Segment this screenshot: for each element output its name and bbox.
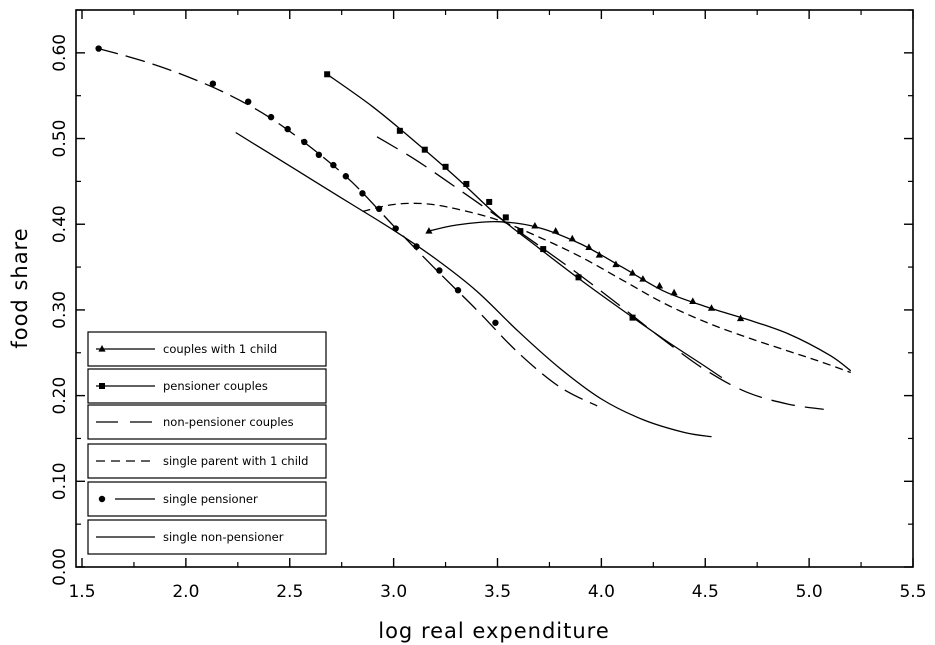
data-point bbox=[209, 80, 217, 87]
x-tick-label: 4.5 bbox=[692, 582, 719, 602]
data-point bbox=[629, 314, 636, 321]
legend-marker bbox=[98, 345, 106, 352]
data-point bbox=[436, 267, 443, 274]
y-tick-label: 0.50 bbox=[50, 120, 70, 158]
data-point bbox=[454, 287, 462, 294]
data-point bbox=[301, 138, 308, 146]
data-point bbox=[375, 205, 383, 213]
series-2 bbox=[376, 136, 824, 410]
data-point bbox=[585, 243, 593, 250]
series-line bbox=[98, 47, 598, 407]
data-point bbox=[531, 221, 539, 229]
data-point bbox=[284, 125, 291, 133]
legend-entry-1: pensioner couples bbox=[87, 368, 327, 404]
legend-entry-0: couples with 1 child bbox=[87, 331, 327, 367]
data-point bbox=[342, 173, 350, 180]
x-tick-label: 5.5 bbox=[899, 582, 926, 602]
x-tick-label: 3.5 bbox=[484, 582, 511, 602]
data-point bbox=[689, 297, 697, 304]
series-line bbox=[376, 136, 824, 410]
data-point bbox=[359, 190, 366, 197]
data-point bbox=[628, 269, 637, 276]
data-point bbox=[267, 113, 275, 121]
data-point bbox=[502, 214, 509, 221]
x-tick-label: 4.0 bbox=[588, 582, 615, 602]
legend-label: non-pensioner couples bbox=[163, 415, 294, 429]
data-point bbox=[707, 304, 716, 311]
x-tick-label: 2.0 bbox=[172, 582, 199, 602]
y-tick-label: 0.30 bbox=[50, 291, 70, 329]
x-tick-label: 3.0 bbox=[380, 582, 407, 602]
axis-ticks: 1.5 2.0 2.5 3.0 3.5 4.0 4.5 5.0 5.5 0.00 0.10 0.20 0… bbox=[50, 9, 927, 602]
y-axis-label: food share bbox=[8, 227, 32, 348]
legend-entry-5: single non-pensioner bbox=[87, 519, 327, 555]
y-tick-label: 0.60 bbox=[50, 34, 70, 72]
legend: couples with 1 child pensioner couples non… bbox=[87, 331, 327, 555]
data-point bbox=[486, 198, 493, 205]
series-layer bbox=[95, 45, 852, 438]
data-point bbox=[568, 234, 576, 242]
data-point bbox=[736, 314, 745, 322]
data-point bbox=[595, 251, 603, 258]
data-point bbox=[245, 98, 252, 105]
data-point bbox=[552, 227, 560, 234]
data-point bbox=[315, 151, 323, 159]
data-point bbox=[324, 71, 331, 78]
plot-frame bbox=[75, 9, 914, 568]
legend-label: couples with 1 child bbox=[163, 342, 277, 356]
data-point bbox=[575, 274, 582, 281]
data-point bbox=[421, 146, 428, 153]
series-line bbox=[362, 202, 851, 374]
x-axis-label: log real expenditure bbox=[378, 619, 610, 643]
data-point bbox=[442, 163, 449, 170]
data-point bbox=[639, 275, 647, 282]
series-line bbox=[235, 131, 712, 438]
x-tick-label: 2.5 bbox=[276, 582, 303, 602]
data-point bbox=[330, 161, 337, 169]
legend-label: single non-pensioner bbox=[163, 530, 284, 544]
data-point bbox=[95, 45, 102, 52]
x-tick-label: 1.5 bbox=[68, 582, 95, 602]
y-tick-label: 0.10 bbox=[50, 462, 70, 500]
legend-label: single parent with 1 child bbox=[163, 454, 308, 468]
legend-label: single pensioner bbox=[163, 492, 258, 506]
series-0 bbox=[425, 220, 852, 372]
x-tick-label: 5.0 bbox=[796, 582, 823, 602]
legend-entry-2: non-pensioner couples bbox=[87, 404, 327, 440]
series-5 bbox=[235, 131, 712, 438]
legend-entry-3: single parent with 1 child bbox=[87, 443, 327, 479]
legend-marker bbox=[98, 495, 106, 503]
data-point bbox=[540, 246, 547, 253]
legend-entry-4: single pensioner bbox=[87, 481, 327, 517]
series-3 bbox=[362, 202, 851, 374]
legend-box bbox=[87, 404, 327, 440]
data-point bbox=[492, 319, 499, 326]
data-point bbox=[670, 288, 678, 296]
data-point bbox=[396, 127, 403, 134]
y-tick-label: 0.40 bbox=[50, 205, 70, 243]
series-1 bbox=[324, 71, 723, 379]
series-line bbox=[428, 220, 852, 372]
legend-marker bbox=[99, 383, 105, 389]
data-point bbox=[517, 228, 524, 235]
y-tick-label: 0.20 bbox=[50, 377, 70, 415]
y-tick-label: 0.00 bbox=[50, 548, 70, 586]
data-point bbox=[425, 227, 433, 234]
data-point bbox=[612, 260, 620, 268]
data-point bbox=[463, 180, 470, 187]
data-point bbox=[655, 281, 664, 289]
legend-label: pensioner couples bbox=[163, 379, 268, 393]
